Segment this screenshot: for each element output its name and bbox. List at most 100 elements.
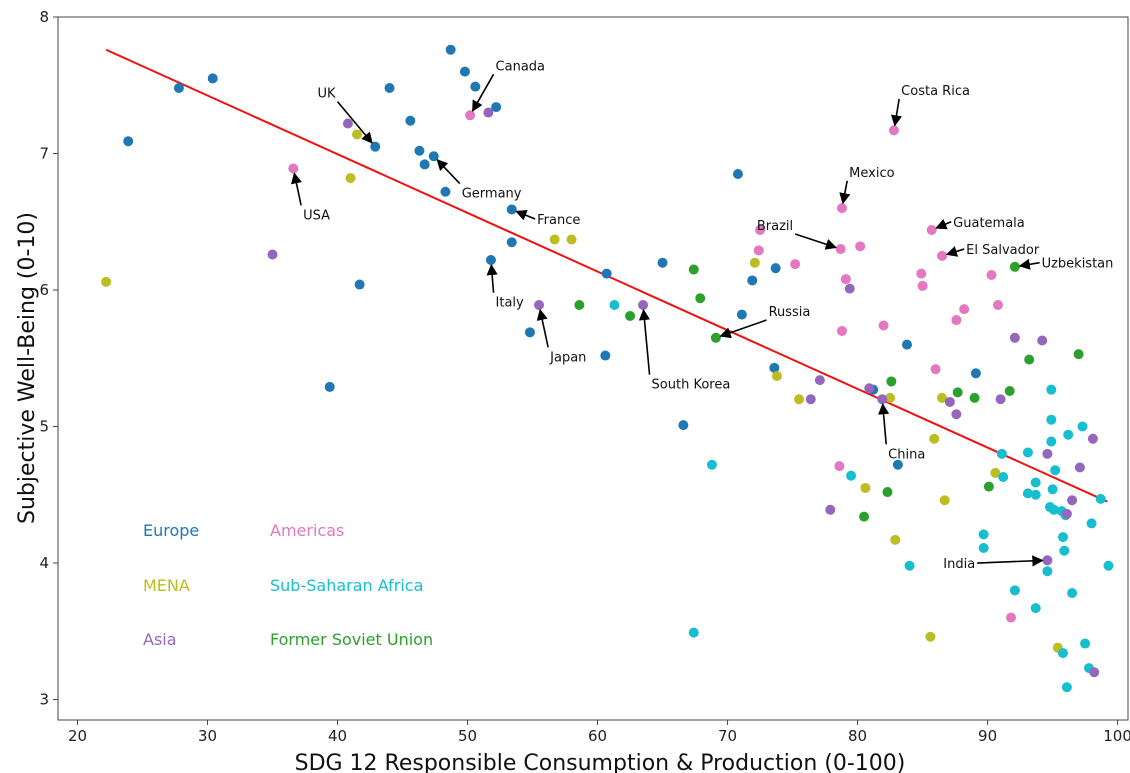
point-mena — [885, 392, 896, 403]
point-americas — [888, 125, 899, 136]
point-americas — [755, 224, 766, 235]
annotation-arrow-mexico — [839, 180, 851, 205]
point-europe — [657, 257, 668, 268]
point-americas — [951, 315, 962, 326]
legend-entry-europe: Europe — [143, 521, 199, 540]
point-former-soviet-union — [574, 300, 585, 311]
point-europe — [207, 73, 218, 84]
x-tick-label: 100 — [1103, 727, 1130, 745]
point-americas — [288, 163, 299, 174]
point-europe — [601, 268, 612, 279]
point-americas — [959, 304, 970, 315]
point-sub-saharan-africa — [1057, 648, 1068, 659]
point-europe — [506, 237, 517, 248]
point-europe — [901, 339, 912, 350]
point-europe — [470, 81, 481, 92]
point-sub-saharan-africa — [1030, 477, 1041, 488]
annotation-arrow-china — [877, 403, 890, 445]
point-europe — [428, 151, 439, 162]
point-europe — [600, 350, 611, 361]
point-europe — [491, 102, 502, 113]
point-americas — [1005, 612, 1016, 623]
annotation-arrow-guatemala — [935, 218, 952, 230]
annotation-arrow-south-korea — [638, 308, 651, 375]
point-sub-saharan-africa — [1095, 493, 1106, 504]
plot-border — [57, 16, 1129, 721]
point-sub-saharan-africa — [1048, 504, 1059, 515]
point-asia — [877, 394, 888, 405]
point-americas — [465, 110, 476, 121]
annotation-label-usa: USA — [303, 208, 330, 223]
annotation-arrow-germany — [436, 159, 461, 185]
point-mena — [549, 234, 560, 245]
point-sub-saharan-africa — [706, 459, 717, 470]
x-tick-label: 40 — [328, 727, 347, 745]
annotation-label-japan: Japan — [549, 350, 586, 365]
point-europe — [384, 82, 395, 93]
point-europe — [324, 381, 335, 392]
point-sub-saharan-africa — [1022, 447, 1033, 458]
annotation-label-uk: UK — [317, 87, 336, 102]
annotation-arrow-costa-rica — [890, 98, 902, 127]
y-tick-label: 5 — [39, 418, 49, 436]
point-asia — [638, 300, 649, 311]
annotation-label-china: China — [888, 447, 925, 462]
point-sub-saharan-africa — [1059, 545, 1070, 556]
point-mena — [929, 433, 940, 444]
point-mena — [990, 467, 1001, 478]
point-former-soviet-union — [1024, 354, 1035, 365]
legend-entry-americas: Americas — [270, 521, 344, 540]
point-europe — [123, 136, 134, 147]
point-asia — [534, 300, 545, 311]
x-axis-label: SDG 12 Responsible Consumption & Product… — [295, 751, 906, 773]
annotation-label-russia: Russia — [769, 305, 811, 320]
point-europe — [414, 145, 425, 156]
point-asia — [342, 118, 353, 129]
x-tick-label: 70 — [718, 727, 737, 745]
point-europe — [747, 275, 758, 286]
annotation-arrow-el-salvador — [945, 246, 965, 257]
point-europe — [770, 263, 781, 274]
point-sub-saharan-africa — [1061, 682, 1072, 693]
annotation-label-uzbekistan: Uzbekistan — [1042, 257, 1114, 272]
y-tick-label: 7 — [39, 145, 49, 163]
point-europe — [173, 82, 184, 93]
annotation-label-el-salvador: El Salvador — [966, 243, 1040, 258]
point-sub-saharan-africa — [1047, 484, 1058, 495]
point-sub-saharan-africa — [1086, 518, 1097, 529]
annotation-arrow-canada — [471, 73, 495, 112]
point-americas — [790, 259, 801, 270]
point-asia — [944, 396, 955, 407]
annotation-arrow-brazil — [794, 233, 837, 250]
point-sub-saharan-africa — [609, 300, 620, 311]
annotation-label-france: France — [537, 213, 580, 228]
annotation-arrow-italy — [486, 263, 498, 293]
point-sub-saharan-africa — [1042, 566, 1053, 577]
point-asia — [1042, 448, 1053, 459]
point-americas — [917, 280, 928, 291]
y-tick-label: 6 — [39, 281, 49, 299]
point-sub-saharan-africa — [1050, 465, 1061, 476]
point-europe — [892, 459, 903, 470]
point-asia — [864, 383, 875, 394]
point-former-soviet-union — [625, 310, 636, 321]
point-former-soviet-union — [710, 332, 721, 343]
point-former-soviet-union — [952, 387, 963, 398]
y-axis-label: Subjective Well-Being (0-10) — [15, 212, 40, 524]
point-sub-saharan-africa — [1080, 638, 1091, 649]
point-europe — [769, 362, 780, 373]
point-former-soviet-union — [886, 376, 897, 387]
x-tick-label: 50 — [458, 727, 477, 745]
point-former-soviet-union — [688, 264, 699, 275]
point-americas — [986, 269, 997, 280]
y-tick-label: 4 — [39, 554, 49, 572]
point-sub-saharan-africa — [1009, 585, 1020, 596]
point-europe — [524, 327, 535, 338]
point-asia — [995, 394, 1006, 405]
legend-entry-asia: Asia — [143, 630, 177, 649]
point-sub-saharan-africa — [978, 543, 989, 554]
annotation-arrow-france — [515, 209, 536, 221]
point-asia — [1067, 495, 1078, 506]
annotation-label-canada: Canada — [496, 59, 545, 74]
point-asia — [1009, 332, 1020, 343]
